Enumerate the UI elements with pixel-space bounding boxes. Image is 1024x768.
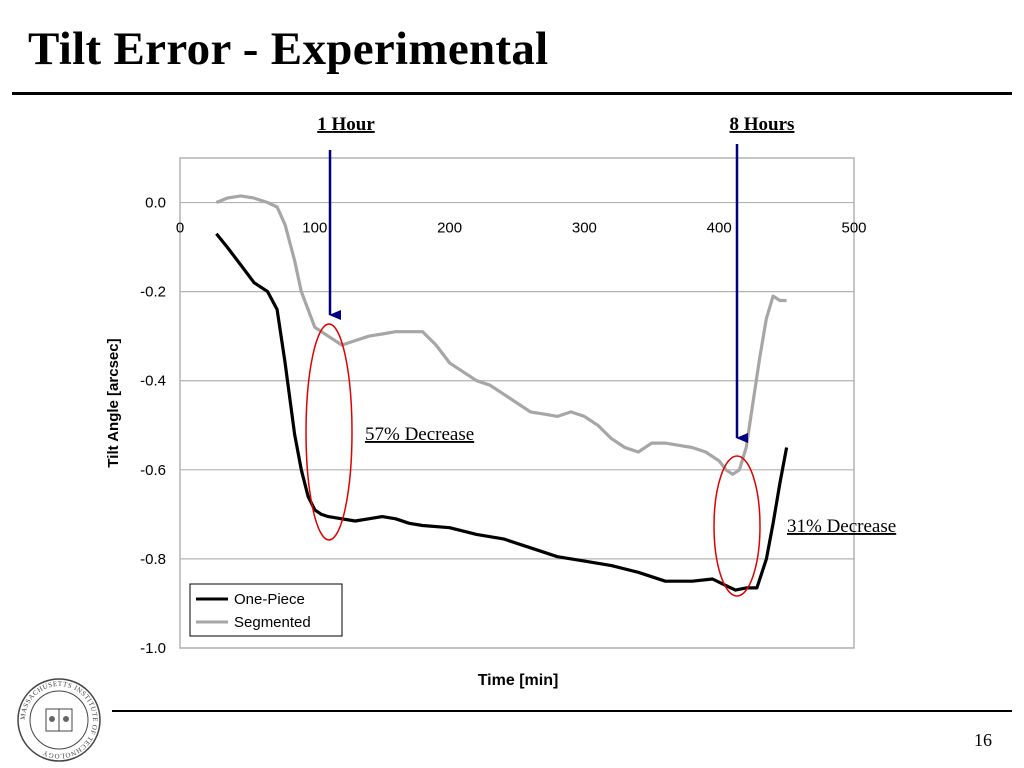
x-tick-label: 500 bbox=[841, 220, 866, 237]
highlight-ellipse-1 bbox=[305, 323, 353, 541]
slide-title: Tilt Error - Experimental bbox=[28, 23, 549, 75]
gridlines bbox=[180, 201, 854, 649]
x-tick-label: 300 bbox=[572, 220, 597, 237]
y-tick-label: -0.4 bbox=[140, 373, 166, 390]
annotation-1-hour: 1 Hour bbox=[317, 114, 375, 135]
y-tick-label: -1.0 bbox=[140, 640, 166, 657]
y-axis-title: Tilt Angle [arcsec] bbox=[105, 338, 122, 467]
legend-label-segmented: Segmented bbox=[234, 614, 311, 631]
mit-seal-icon: MASSACHUSETTS INSTITUTE OF TECHNOLOGY bbox=[17, 678, 101, 762]
legend-label-one-piece: One-Piece bbox=[234, 591, 305, 608]
x-tick-label: 200 bbox=[437, 220, 462, 237]
page-number: 16 bbox=[974, 730, 992, 750]
x-tick-label: 100 bbox=[302, 220, 327, 237]
series-line-segmented bbox=[215, 194, 787, 476]
highlight-ellipse-2 bbox=[713, 455, 761, 597]
y-tick-label: -0.6 bbox=[140, 462, 166, 479]
y-tick-labels: 0.0 -0.2 -0.4 -0.6 -0.8 -1.0 bbox=[140, 195, 166, 657]
annotation-31-decrease: 31% Decrease bbox=[787, 516, 896, 537]
legend-box bbox=[189, 583, 343, 637]
x-tick-label: 0 bbox=[176, 220, 184, 237]
x-tick-labels: 0 100 200 300 400 500 bbox=[176, 220, 867, 237]
footer-divider bbox=[112, 710, 1012, 712]
annotation-8-hours: 8 Hours bbox=[730, 114, 795, 135]
x-axis-title: Time [min] bbox=[478, 672, 559, 689]
y-tick-label: -0.8 bbox=[140, 551, 166, 568]
series-line-one-piece bbox=[215, 232, 789, 592]
x-tick-label: 400 bbox=[707, 220, 732, 237]
y-tick-label: -0.2 bbox=[140, 284, 166, 301]
legend: One-Piece Segmented bbox=[189, 583, 343, 637]
title-divider bbox=[12, 92, 1012, 95]
y-tick-label: 0.0 bbox=[145, 195, 166, 212]
annotation-57-decrease: 57% Decrease bbox=[365, 424, 474, 445]
